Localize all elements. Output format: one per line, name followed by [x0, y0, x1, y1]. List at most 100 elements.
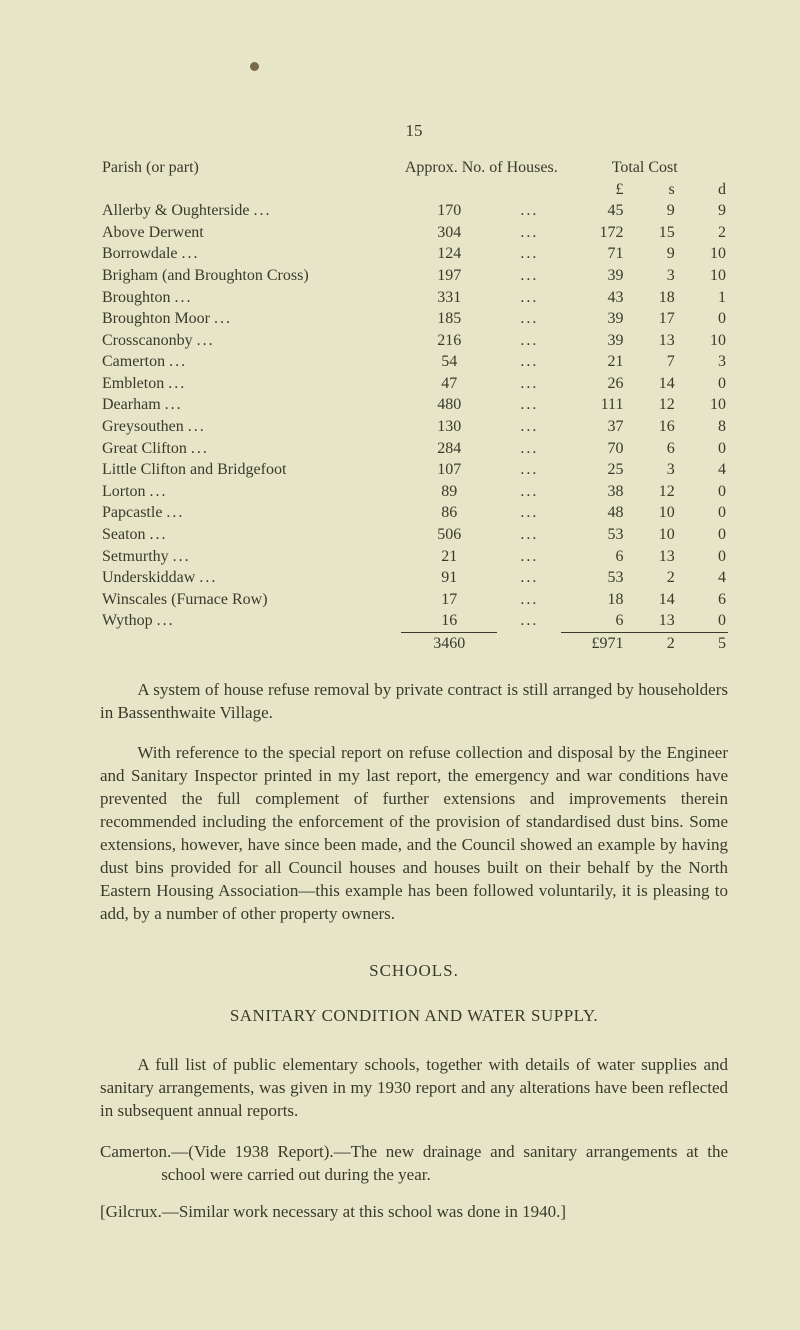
total-d: 5	[677, 633, 728, 655]
leader-dots: ...	[520, 418, 538, 435]
parish-name: Greysouthen	[102, 418, 184, 435]
table-row: Above Derwent304...172152	[100, 222, 728, 244]
leader-dots: ...	[520, 612, 538, 629]
parish-name: Embleton	[102, 375, 164, 392]
leader-dots: ...	[191, 440, 209, 457]
table-row: Broughton ...331...43181	[100, 287, 728, 309]
parish-name: Wythop	[102, 612, 153, 629]
table-row: Lorton ...89...38120	[100, 481, 728, 503]
table-row: Underskiddaw ...91...5324	[100, 567, 728, 589]
parish-name: Above Derwent	[102, 224, 204, 241]
houses-value: 506	[401, 524, 497, 546]
leader-dots: ...	[520, 483, 538, 500]
shillings-value: 9	[625, 243, 676, 265]
houses-value: 16	[401, 610, 497, 632]
leader-dots: ...	[520, 526, 538, 543]
houses-value: 17	[401, 589, 497, 611]
pounds-value: 39	[561, 330, 625, 352]
table-row: Papcastle ...86...48100	[100, 502, 728, 524]
leader-dots: ...	[520, 332, 538, 349]
shillings-value: 12	[625, 394, 676, 416]
parish-name: Allerby & Oughterside	[102, 202, 250, 219]
table-row: Crosscanonby ...216...391310	[100, 330, 728, 352]
leader-dots: ...	[254, 202, 272, 219]
parish-name: Underskiddaw	[102, 569, 195, 586]
leader-dots: ...	[166, 504, 184, 521]
table-row: Setmurthy ...21...6130	[100, 546, 728, 568]
table-row: Greysouthen ...130...37168	[100, 416, 728, 438]
parish-name: Little Clifton and Bridgefoot	[102, 461, 286, 478]
houses-value: 170	[401, 200, 497, 222]
pounds-value: 21	[561, 351, 625, 373]
houses-value: 185	[401, 308, 497, 330]
pounds-value: 38	[561, 481, 625, 503]
pounds-value: 18	[561, 589, 625, 611]
pounds-value: 71	[561, 243, 625, 265]
shillings-value: 13	[625, 610, 676, 632]
th-parish: Parish (or part)	[100, 157, 401, 179]
paragraph-refuse-report: With reference to the special report on …	[100, 742, 728, 926]
pounds-value: 25	[561, 459, 625, 481]
houses-value: 107	[401, 459, 497, 481]
table-row: Embleton ...47...26140	[100, 373, 728, 395]
table-row: Allerby & Oughterside ...170...4599	[100, 200, 728, 222]
total-l: £971	[561, 633, 625, 655]
page: 15 Parish (or part) Approx. No. of House…	[0, 0, 800, 1330]
pence-value: 10	[677, 330, 728, 352]
th-houses: Approx. No. of Houses.	[401, 157, 561, 179]
leader-dots: ...	[520, 591, 538, 608]
table-row: Wythop ...16...6130	[100, 610, 728, 632]
table-row: Dearham ...480...1111210	[100, 394, 728, 416]
subheading-sanitary: SANITARY CONDITION AND WATER SUPPLY.	[100, 1005, 728, 1028]
th-cost: Total Cost	[561, 157, 728, 179]
houses-value: 91	[401, 567, 497, 589]
pence-value: 0	[677, 438, 728, 460]
table-row: Seaton ...506...53100	[100, 524, 728, 546]
parish-name: Seaton	[102, 526, 146, 543]
shillings-value: 3	[625, 459, 676, 481]
shillings-value: 10	[625, 502, 676, 524]
leader-dots: ...	[157, 612, 175, 629]
houses-value: 47	[401, 373, 497, 395]
shillings-value: 18	[625, 287, 676, 309]
th-s: s	[625, 179, 676, 201]
houses-value: 124	[401, 243, 497, 265]
parish-name: Camerton	[102, 353, 165, 370]
shillings-value: 7	[625, 351, 676, 373]
pence-value: 1	[677, 287, 728, 309]
houses-value: 480	[401, 394, 497, 416]
pence-value: 0	[677, 308, 728, 330]
shillings-value: 17	[625, 308, 676, 330]
pence-value: 0	[677, 373, 728, 395]
leader-dots: ...	[169, 353, 187, 370]
pence-value: 4	[677, 459, 728, 481]
page-number: 15	[100, 120, 728, 143]
leader-dots: ...	[520, 267, 538, 284]
ink-blot	[250, 62, 259, 71]
leader-dots: ...	[199, 569, 217, 586]
houses-value: 89	[401, 481, 497, 503]
table-row: Little Clifton and Bridgefoot107...2534	[100, 459, 728, 481]
parish-name: Papcastle	[102, 504, 162, 521]
heading-schools: SCHOOLS.	[100, 960, 728, 983]
shillings-value: 2	[625, 567, 676, 589]
leader-dots: ...	[165, 396, 183, 413]
pounds-value: 70	[561, 438, 625, 460]
table-row: Brigham (and Broughton Cross)197...39310	[100, 265, 728, 287]
pence-value: 10	[677, 265, 728, 287]
leader-dots: ...	[520, 289, 538, 306]
pence-value: 4	[677, 567, 728, 589]
table-row: Borrowdale ...124...71910	[100, 243, 728, 265]
shillings-value: 10	[625, 524, 676, 546]
pence-value: 8	[677, 416, 728, 438]
parish-name: Crosscanonby	[102, 332, 193, 349]
shillings-value: 16	[625, 416, 676, 438]
parish-name: Borrowdale	[102, 245, 178, 262]
leader-dots: ...	[520, 353, 538, 370]
leader-dots: ...	[150, 483, 168, 500]
pounds-value: 111	[561, 394, 625, 416]
leader-dots: ...	[520, 569, 538, 586]
shillings-value: 13	[625, 546, 676, 568]
houses-value: 130	[401, 416, 497, 438]
pence-value: 2	[677, 222, 728, 244]
